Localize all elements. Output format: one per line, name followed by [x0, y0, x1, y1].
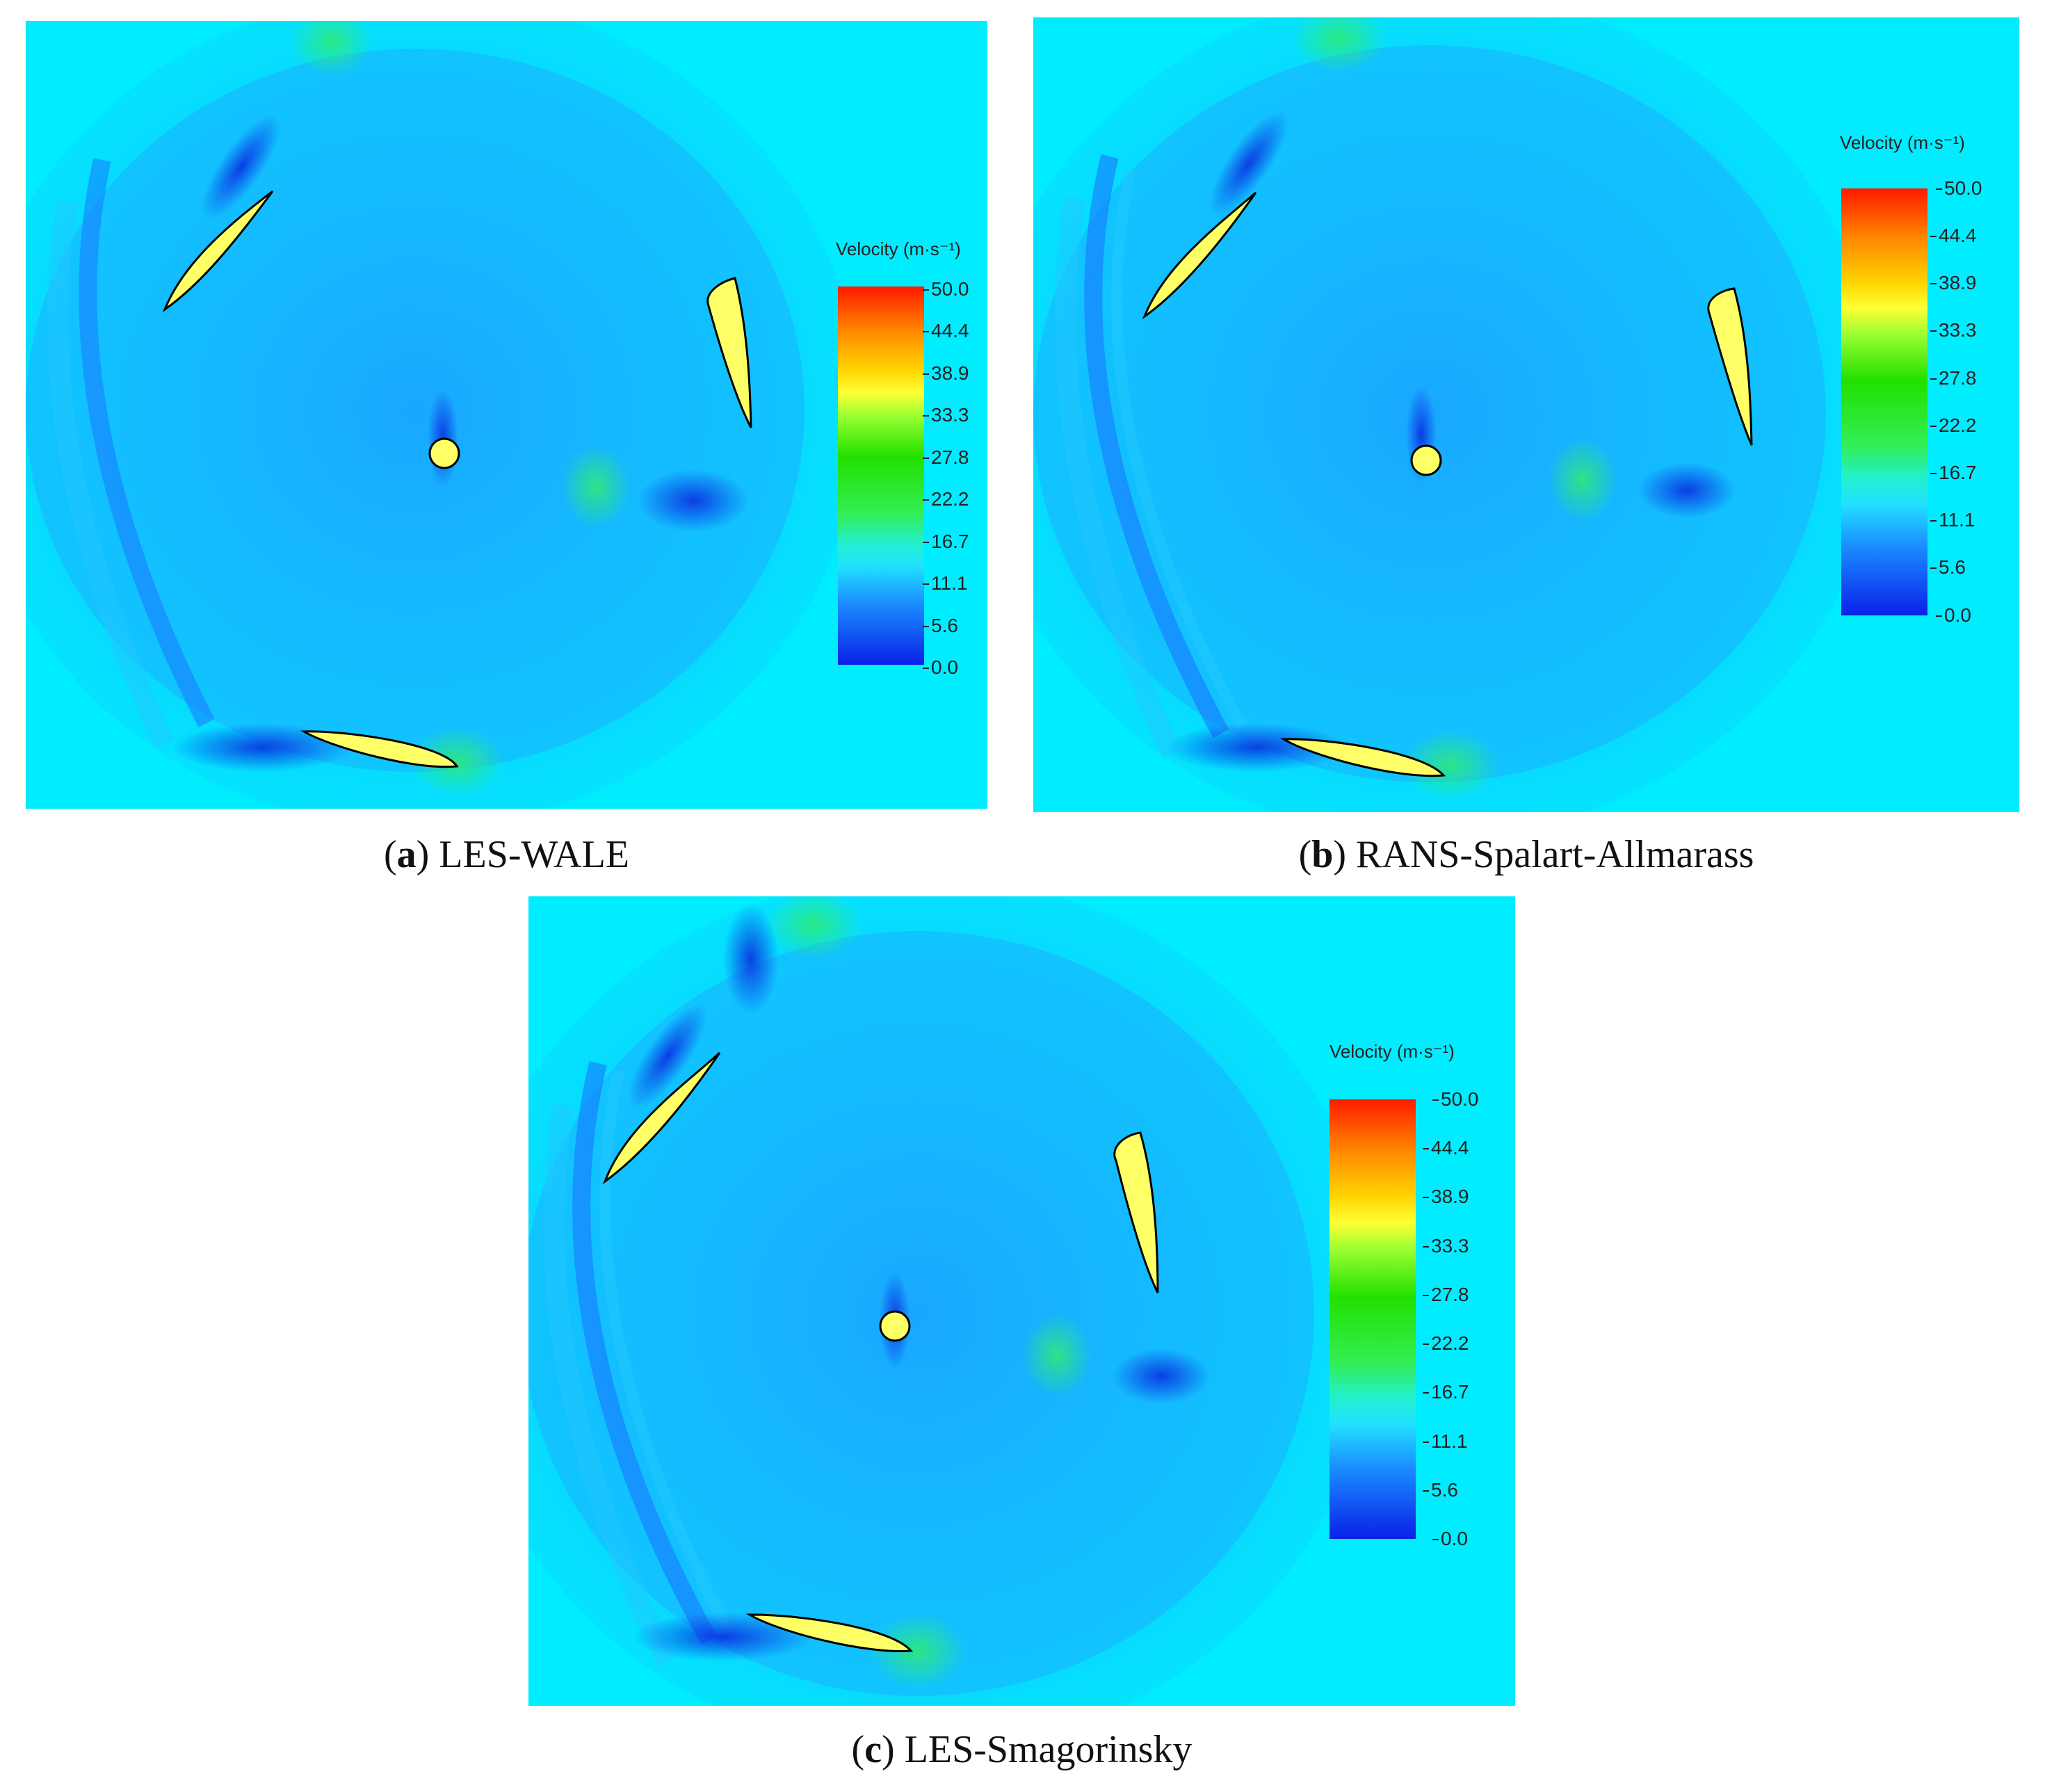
- tick-label: 5.6: [1930, 556, 1966, 578]
- colorbar: [838, 286, 924, 665]
- tick-label: 22.2: [923, 488, 969, 510]
- legend-title: Velocity (m·s⁻¹): [1840, 132, 1965, 153]
- tick-label: 5.6: [1423, 1479, 1458, 1501]
- tick-label: 27.8: [1423, 1284, 1469, 1305]
- tick-label: 33.3: [1423, 1235, 1469, 1257]
- colorbar: [1329, 1099, 1416, 1539]
- panel-c-contour-plot: Velocity (m·s⁻¹) 50.0 44.4 38.9 33.3 27.…: [528, 896, 1515, 1706]
- tick-label: 27.8: [1930, 367, 1977, 389]
- tick-label: 22.2: [1423, 1332, 1469, 1354]
- caption-text: RANS-Spalart-Allmarass: [1356, 833, 1754, 876]
- caption-letter: a: [396, 833, 417, 876]
- tick-label: 5.6: [923, 615, 958, 636]
- tick-label: 11.1: [1930, 509, 1975, 531]
- legend-title: Velocity (m·s⁻¹): [1329, 1041, 1455, 1062]
- colorbar: [1841, 188, 1927, 615]
- tick-label: 44.4: [923, 320, 969, 341]
- tick-label: 16.7: [1423, 1381, 1469, 1403]
- velocity-legend: Velocity (m·s⁻¹) 50.0 44.4 38.9 33.3 27.…: [26, 21, 987, 809]
- velocity-field-b: [1033, 17, 2019, 812]
- tick-label: 38.9: [1930, 272, 1977, 293]
- caption-text: LES-WALE: [439, 833, 630, 876]
- tick-label: 0.0: [923, 656, 958, 678]
- tick-label: 33.3: [1930, 319, 1977, 341]
- tick-label: 16.7: [1930, 462, 1977, 483]
- tick-label: 44.4: [1930, 225, 1977, 246]
- tick-label: 11.1: [922, 572, 968, 594]
- velocity-legend: Velocity (m·s⁻¹) 50.0 44.4 38.9 33.3 27.…: [528, 896, 1515, 1706]
- tick-label: 11.1: [1422, 1430, 1468, 1452]
- tick-label: 50.0: [1936, 177, 1982, 199]
- caption-text: LES-Smagorinsky: [904, 1728, 1193, 1771]
- tick-label: 38.9: [1423, 1186, 1469, 1207]
- tick-label: 27.8: [923, 446, 969, 468]
- velocity-legend: Velocity (m·s⁻¹) 50.0 44.4 38.9 33.3 27.…: [1033, 17, 2019, 812]
- caption-letter: b: [1311, 833, 1334, 876]
- caption-a: (a) LES-WALE: [383, 833, 630, 876]
- tick-label: 16.7: [923, 531, 969, 552]
- legend-title: Velocity (m·s⁻¹): [836, 239, 961, 259]
- tick-label: 0.0: [1432, 1528, 1468, 1549]
- panel-b-contour-plot: Velocity (m·s⁻¹) 50.0 44.4 38.9 33.3 27.…: [1033, 17, 2019, 812]
- tick-label: 44.4: [1423, 1137, 1469, 1159]
- velocity-field-a: [26, 21, 987, 809]
- tick-label: 38.9: [923, 362, 969, 384]
- tick-label: 22.2: [1930, 414, 1977, 436]
- tick-label: 33.3: [923, 404, 969, 426]
- tick-label: 0.0: [1936, 604, 1971, 626]
- caption-b: (b) RANS-Spalart-Allmarass: [1298, 833, 1754, 876]
- tick-label: 50.0: [1432, 1088, 1479, 1110]
- tick-label: 50.0: [923, 278, 969, 300]
- panel-a-contour-plot: Velocity (m·s⁻¹) 50.0 44.4 38.9 33.3 27.…: [26, 21, 987, 809]
- caption-letter: c: [864, 1728, 882, 1771]
- caption-c: (c) LES-Smagorinsky: [851, 1728, 1193, 1771]
- velocity-field-c: [528, 896, 1515, 1706]
